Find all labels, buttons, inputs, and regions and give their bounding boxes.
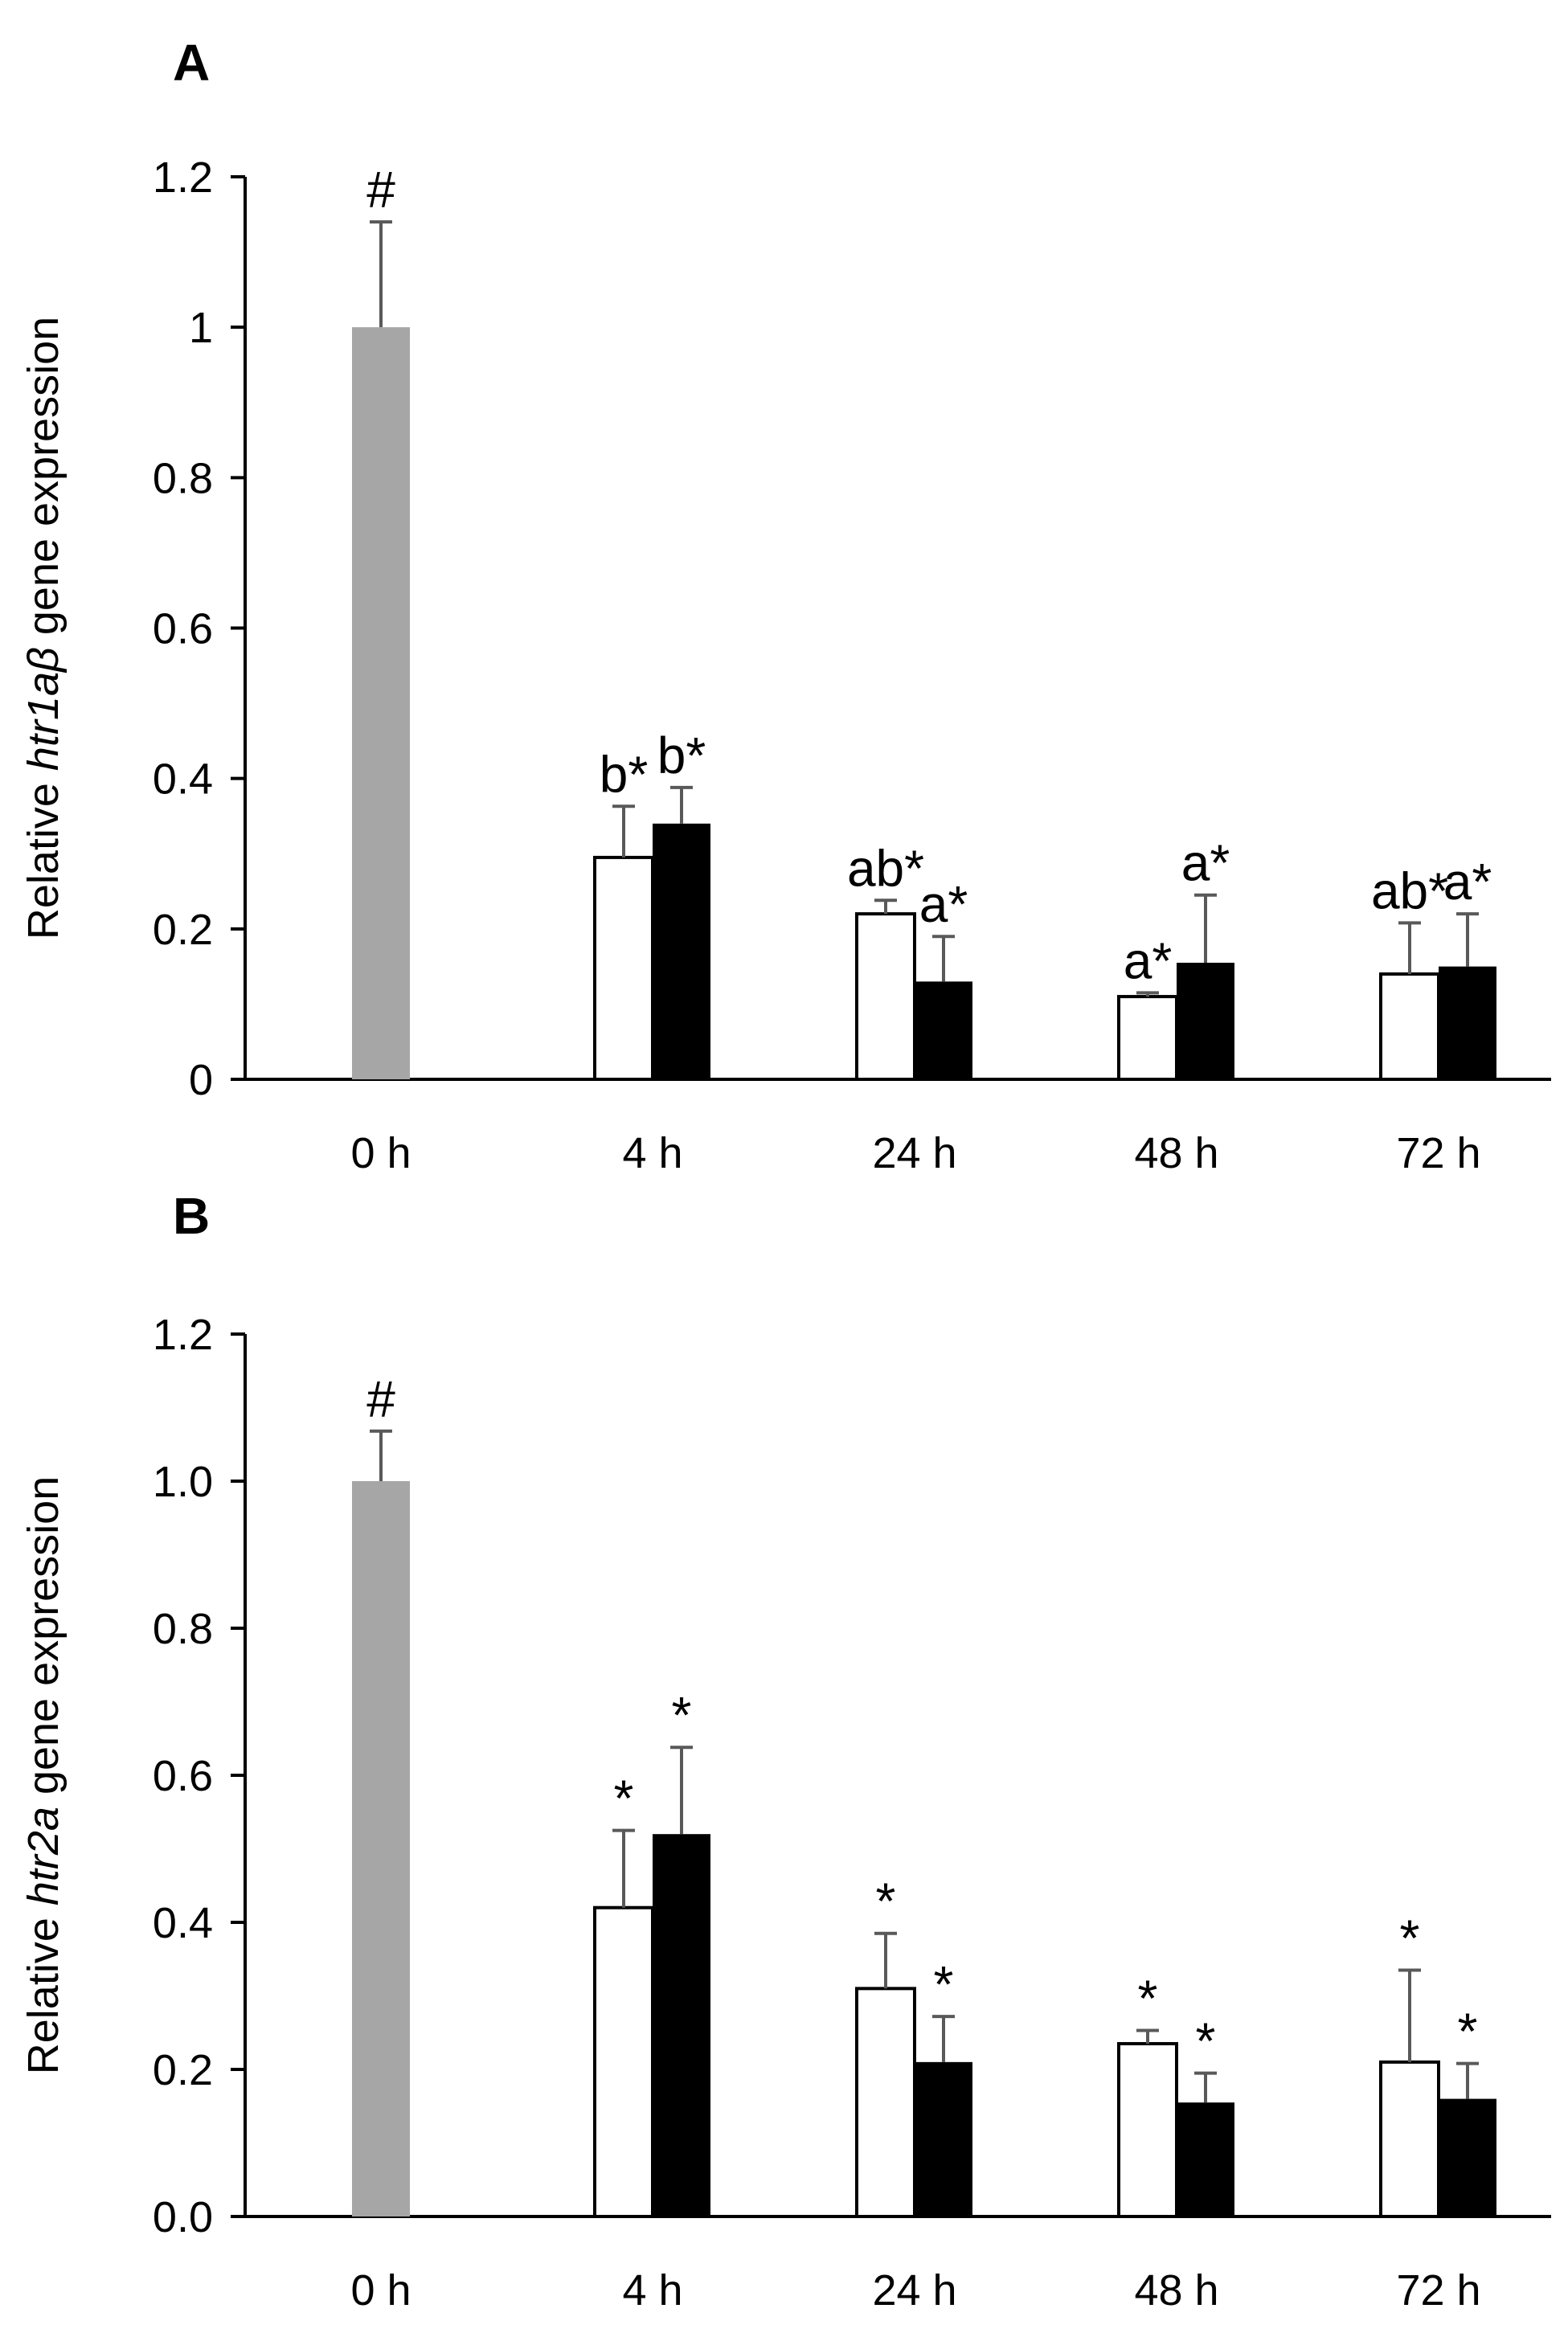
y-axis-title: Relative htr2a gene expression: [19, 1476, 68, 2074]
bar-annotation-open: *: [876, 1873, 896, 1930]
y-tick-label: 0.8: [153, 1605, 213, 1653]
x-tick-label: 48 h: [1134, 1129, 1218, 1177]
y-tick-label: 0.6: [153, 605, 213, 653]
bar-annotation-open: a*: [1124, 931, 1173, 989]
bar-annotation-filled: *: [1458, 2003, 1478, 2061]
x-tick-label: 24 h: [872, 1129, 956, 1177]
bar-filled: [653, 1834, 710, 2216]
bar-filled: [915, 2061, 972, 2216]
y-axis-title-prefix: Relative: [19, 1905, 68, 2074]
y-tick-label: 0.0: [153, 2193, 213, 2241]
y-axis-title-suffix: gene expression: [19, 1476, 68, 1807]
bar-open: [593, 1905, 654, 2218]
x-tick-label: 0 h: [350, 2266, 411, 2315]
y-tick-label: 1.2: [153, 153, 213, 202]
bar-annotation-filled: a*: [1443, 853, 1492, 911]
bar-annotation-open: *: [1138, 1970, 1158, 2028]
y-tick-label: 0.4: [153, 755, 213, 804]
y-tick-label: 0.4: [153, 1899, 213, 1947]
y-axis-title-gene: htr1aβ: [19, 647, 68, 771]
y-tick-label: 0.2: [153, 906, 213, 954]
bar-open: [1379, 2060, 1440, 2219]
x-tick-label: 72 h: [1396, 2266, 1480, 2315]
bar-open: [1117, 995, 1178, 1082]
bar-annotation-filled: *: [934, 1955, 954, 2013]
y-axis-title: Relative htr1aβ gene expression: [19, 317, 68, 939]
bar-open: [855, 1987, 916, 2219]
x-tick-label: 24 h: [872, 2266, 956, 2315]
bar-annotation-filled: a*: [1181, 834, 1230, 892]
bar-filled: [653, 823, 710, 1079]
bar-annotation-open: ab*: [1371, 862, 1448, 919]
bar-control: [352, 1481, 410, 2216]
x-tick-label: 4 h: [622, 2266, 682, 2315]
bar-annotation-filled: a*: [919, 875, 968, 933]
x-tick-label: 0 h: [350, 1129, 411, 1177]
panel-label-b: B: [173, 1187, 210, 1245]
bar-annotation-open: ab*: [847, 839, 924, 897]
bar-open: [593, 855, 654, 1082]
bar-filled: [1177, 2102, 1234, 2216]
x-tick-label: 48 h: [1134, 2266, 1218, 2315]
y-axis-title-prefix: Relative: [19, 771, 68, 939]
bar-control: [352, 327, 410, 1080]
bar-open: [855, 912, 916, 1082]
x-tick-label: 4 h: [622, 1129, 682, 1177]
bar-annotation-control: #: [366, 1370, 395, 1428]
bar-annotation-control: #: [366, 161, 395, 219]
y-tick-label: 0.8: [153, 454, 213, 502]
bar-open: [1379, 972, 1440, 1081]
y-tick-label: 1.2: [153, 1311, 213, 1359]
bar-annotation-filled: *: [1196, 2012, 1216, 2070]
bar-annotation-open: *: [614, 1770, 634, 1828]
bar-annotation-filled: b*: [657, 727, 706, 784]
bar-open: [1117, 2041, 1178, 2219]
y-tick-label: 0.2: [153, 2046, 213, 2094]
y-tick-label: 0.6: [153, 1752, 213, 1800]
bar-annotation-open: b*: [600, 745, 649, 803]
y-axis-title-gene: htr2a: [19, 1807, 68, 1905]
bar-filled: [1439, 966, 1496, 1079]
panel-label-a: A: [173, 34, 210, 92]
y-tick-label: 1: [189, 304, 213, 352]
bar-filled: [1177, 962, 1234, 1079]
y-tick-label: 1.0: [153, 1458, 213, 1506]
bar-annotation-filled: *: [672, 1686, 692, 1744]
x-tick-label: 72 h: [1396, 1129, 1480, 1177]
y-axis-title-suffix: gene expression: [19, 317, 68, 647]
bar-filled: [1439, 2098, 1496, 2216]
y-tick-label: 0: [189, 1056, 213, 1104]
bar-filled: [915, 981, 972, 1079]
bar-annotation-open: *: [1400, 1909, 1420, 1967]
